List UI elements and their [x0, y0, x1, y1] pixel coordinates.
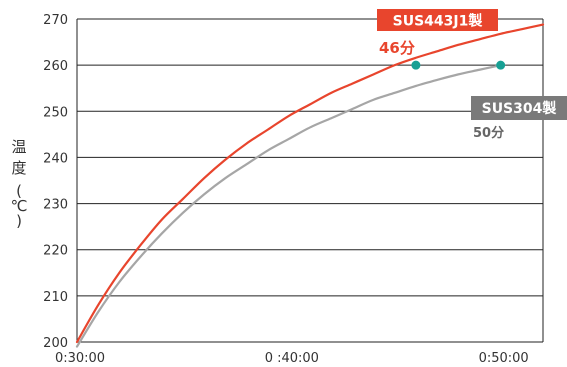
badge-sus304-label: SUS304製 — [482, 100, 557, 117]
badge-sus304 — [471, 96, 567, 120]
series-line-sus443j1 — [75, 23, 545, 344]
y-axis-label-char-0: 温 — [11, 138, 26, 156]
marker-sus304-260 — [496, 60, 506, 70]
y-tick-label-220: 220 — [43, 244, 68, 259]
x-tick-label-2: 0:50:00 — [479, 351, 529, 366]
y-tick-label-230: 230 — [43, 198, 68, 213]
x-tick-label-0: 0:30:00 — [55, 351, 105, 366]
y-axis-label-char-3: ℃ — [11, 197, 28, 215]
y-tick-label-240: 240 — [43, 151, 68, 166]
series-layer — [75, 23, 545, 348]
marker-layer — [411, 60, 506, 70]
series-line-sus304 — [75, 64, 502, 348]
time-label-sus304: 50分 — [473, 125, 504, 141]
y-axis-label-char-4: ) — [16, 212, 22, 230]
y-axis-label-char-1: 度 — [11, 159, 26, 177]
x-tick-label-1: 0 :40:00 — [265, 351, 319, 366]
badge-sus443j1 — [377, 9, 498, 31]
y-tick-label-260: 260 — [43, 59, 68, 74]
y-tick-label-270: 270 — [43, 13, 68, 28]
y-axis-label-char-2: ( — [16, 182, 22, 200]
grid-layer — [76, 18, 544, 343]
y-tick-label-200: 200 — [43, 336, 68, 351]
badge-sus443j1-label: SUS443J1製 — [393, 13, 483, 30]
y-tick-label-250: 250 — [43, 105, 68, 120]
marker-sus443j1-260 — [411, 60, 421, 70]
y-tick-label-210: 210 — [43, 290, 68, 305]
label-layer: 200 210 220 230 240 250 260 270 0:30:00 0 :40:00 0… — [11, 9, 567, 366]
time-label-sus443j1: 46分 — [379, 39, 415, 57]
